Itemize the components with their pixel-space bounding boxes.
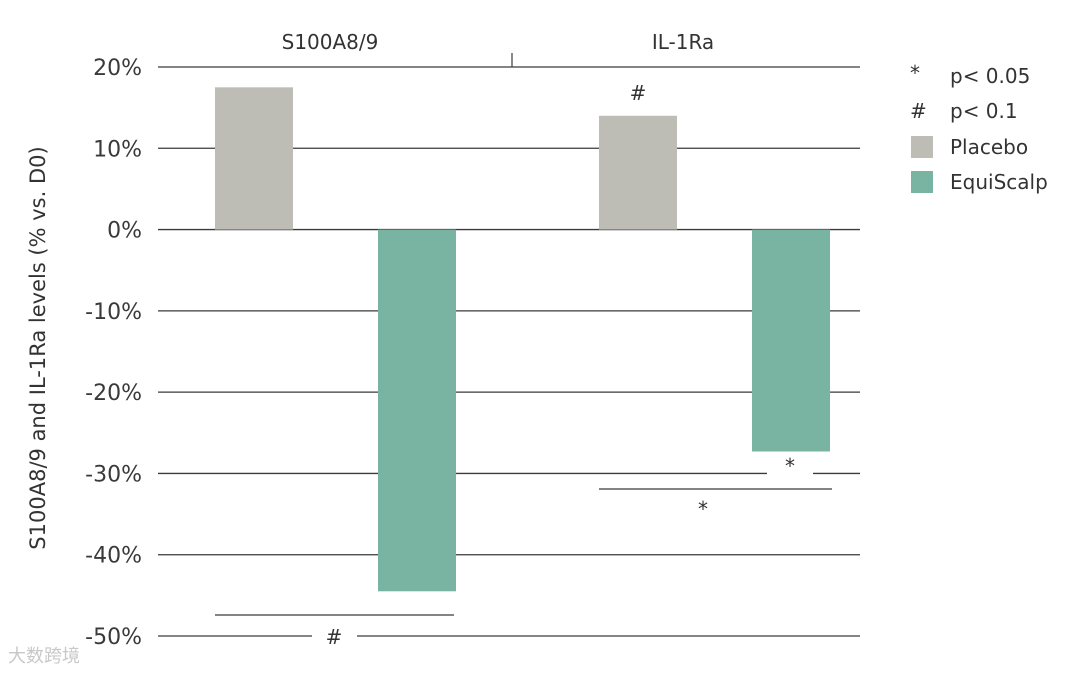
sig-hash-il1ra-placebo: # — [630, 81, 647, 105]
bars — [215, 87, 830, 592]
bar-equiscalp-s100a8-9 — [378, 229, 456, 592]
y-tick-label: -20% — [85, 381, 142, 406]
legend-symbol-star: * — [910, 61, 920, 85]
bar-placebo-il-1ra — [599, 115, 677, 230]
legend-swatch-equiscalp — [911, 171, 933, 193]
category-label: IL-1Ra — [652, 30, 714, 54]
sig-star-il1ra-equiscalp: * — [785, 454, 795, 478]
y-tick-label: -10% — [85, 300, 142, 325]
category-label: S100A8/9 — [282, 30, 379, 54]
category-labels: S100A8/9 IL-1Ra — [282, 30, 715, 54]
bar-placebo-s100a8-9 — [215, 87, 293, 230]
significance-annotations: # * * # — [215, 81, 832, 649]
legend-label-p005: p< 0.05 — [950, 64, 1030, 88]
sig-hash-s100a8-9-comparison: # — [326, 625, 343, 649]
y-tick-label: 20% — [93, 56, 142, 81]
y-tick-label: -40% — [85, 544, 142, 569]
legend-symbol-hash: # — [910, 99, 927, 123]
legend: * p< 0.05 # p< 0.1 Placebo EquiScalp — [910, 61, 1048, 194]
legend-label-p01: p< 0.1 — [950, 99, 1018, 123]
legend-label-placebo: Placebo — [950, 135, 1028, 159]
y-tick-label: 0% — [107, 219, 142, 244]
y-axis-title: S100A8/9 and IL-1Ra levels (% vs. D0) — [26, 146, 50, 549]
y-tick-label: -50% — [85, 625, 142, 650]
y-tick-label: 10% — [93, 137, 142, 162]
y-tick-label: -30% — [85, 462, 142, 487]
y-tick-labels: 20% 10% 0% -10% -20% -30% -40% -50% — [85, 56, 142, 650]
watermark: 大数跨境 — [8, 646, 80, 667]
legend-swatch-placebo — [911, 136, 933, 158]
sig-star-il1ra-comparison: * — [698, 497, 708, 521]
bar-equiscalp-il-1ra — [752, 229, 830, 452]
legend-label-equiscalp: EquiScalp — [950, 170, 1048, 194]
